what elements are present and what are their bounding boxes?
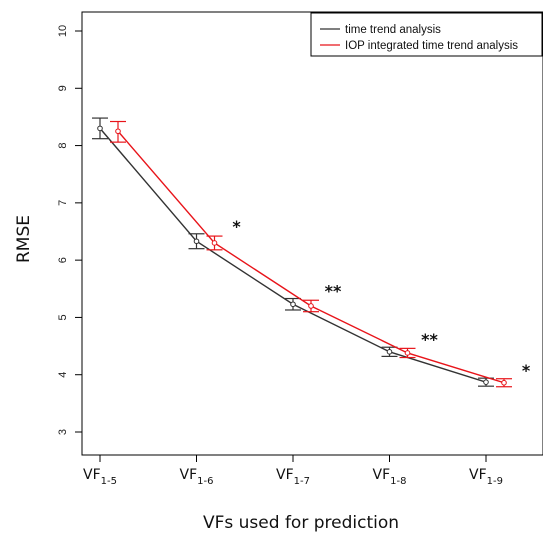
x-tick-label: VF1-7 (276, 467, 310, 487)
series-time-trend (92, 117, 494, 387)
x-tick-label: VF1-6 (180, 467, 214, 487)
data-point (308, 303, 314, 309)
data-point (404, 350, 411, 356)
y-tick-label: 3 (57, 429, 69, 435)
data-point (501, 379, 507, 386)
y-axis: 3 4 5 6 7 8 9 10 (57, 25, 83, 435)
series-layer (92, 117, 512, 388)
y-tick-label: 7 (57, 200, 69, 206)
series-iop-integrated (110, 120, 512, 388)
x-tick-label: VF1-9 (469, 467, 503, 487)
plot-frame (81, 11, 543, 456)
data-point (483, 379, 489, 385)
data-point (97, 125, 103, 132)
significance-markers: ****** (232, 217, 531, 380)
y-axis-title: RMSE (14, 215, 34, 263)
significance-marker: ** (421, 330, 438, 349)
legend: time trend analysis IOP integrated time … (310, 12, 543, 57)
data-point (115, 128, 121, 135)
data-point (211, 240, 218, 246)
data-point (290, 301, 296, 308)
data-point (193, 238, 200, 245)
x-axis-title: VFs used for prediction (203, 513, 399, 533)
y-tick-label: 6 (57, 257, 69, 263)
y-tick-label: 8 (57, 143, 69, 149)
y-tick-label: 5 (57, 314, 69, 320)
significance-marker: * (232, 217, 241, 236)
data-point (386, 349, 393, 355)
legend-box (310, 12, 543, 57)
series-line-iop-integrated (117, 130, 505, 384)
x-tick-label: VF1-5 (83, 467, 117, 487)
significance-marker: * (522, 361, 531, 380)
y-tick-label: 4 (57, 372, 69, 378)
legend-label-iop-integrated: IOP integrated time trend analysis (345, 40, 518, 52)
y-tick-label: 9 (57, 85, 69, 91)
x-tick-label: VF1-8 (373, 467, 407, 487)
significance-marker: ** (325, 282, 342, 301)
y-tick-label: 10 (57, 25, 69, 37)
legend-label-time-trend: time trend analysis (345, 24, 441, 36)
x-axis: VF1-5 VF1-6 VF1-7 VF1-8 VF1-9 (83, 454, 503, 487)
